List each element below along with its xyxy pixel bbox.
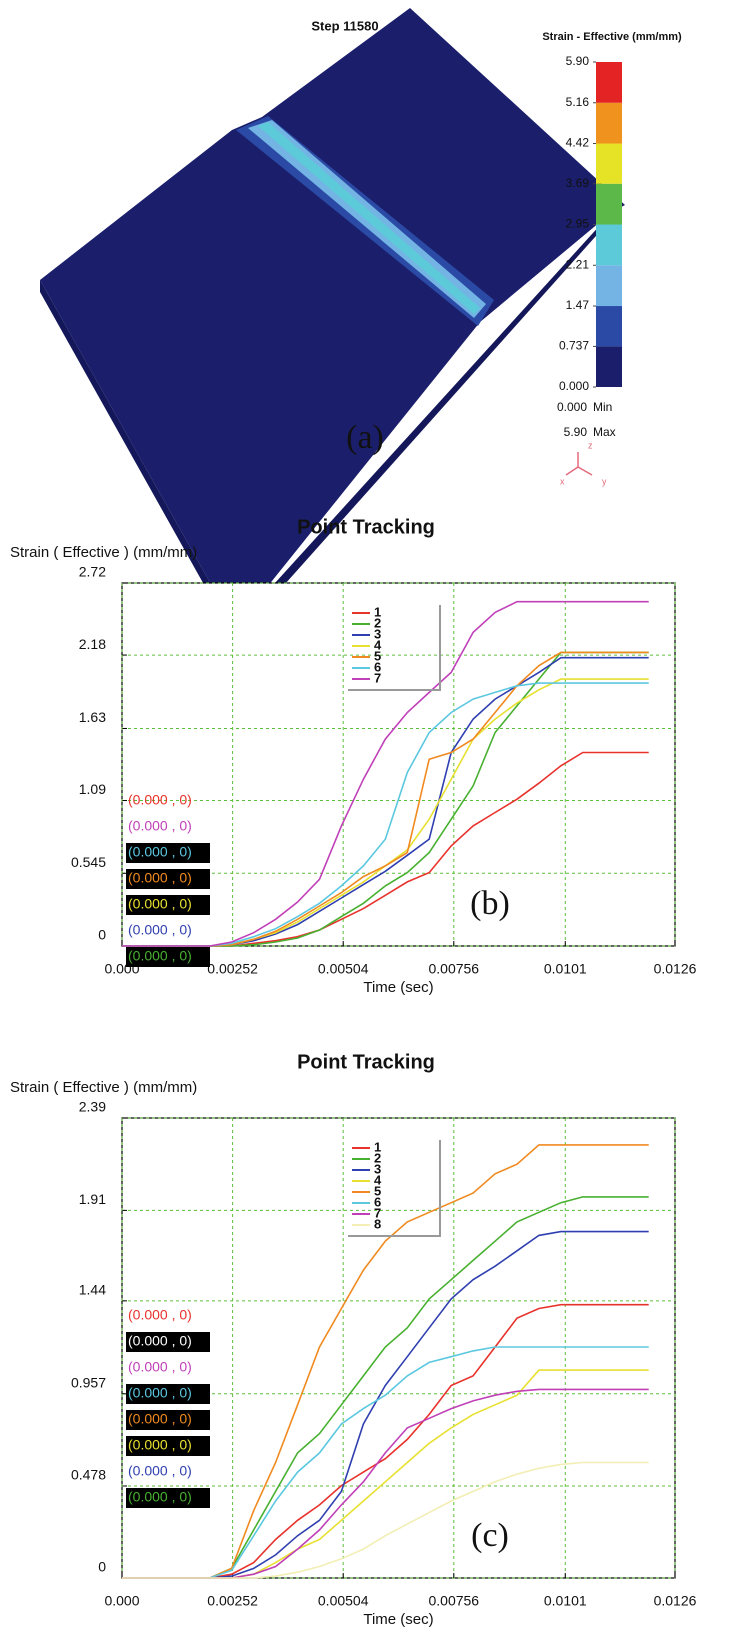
colorbar-tick-label: 5.16 xyxy=(566,95,590,109)
annotation: (0.000 , 0) xyxy=(128,1411,192,1427)
y-tick-label: 0.545 xyxy=(71,854,106,870)
legend-label: 7 xyxy=(374,670,381,685)
colorbar-tick-label: 0.000 xyxy=(559,379,589,393)
y-axis-label: Strain ( Effective ) (mm/mm) xyxy=(10,1079,197,1096)
panel-label: (a) xyxy=(346,419,384,456)
annotation: (0.000 , 0) xyxy=(128,1307,192,1323)
y-tick-label: 0.478 xyxy=(71,1467,106,1483)
annotation: (0.000 , 0) xyxy=(128,922,192,938)
y-tick-label: 0.957 xyxy=(71,1375,106,1391)
y-tick-label: 1.91 xyxy=(79,1191,106,1207)
y-axis-label: Strain ( Effective ) (mm/mm) xyxy=(10,544,197,561)
colorbar-tick-label: 0.737 xyxy=(559,339,589,353)
annotation: (0.000 , 0) xyxy=(128,1489,192,1505)
y-tick-label: 0 xyxy=(98,1559,106,1575)
annotation: (0.000 , 0) xyxy=(128,844,192,860)
chart-title: Point Tracking xyxy=(297,516,435,538)
annotation: (0.000 , 0) xyxy=(128,792,192,808)
colorbar-band xyxy=(596,346,622,387)
max-value: 5.90 xyxy=(564,425,588,439)
y-tick-label: 1.44 xyxy=(79,1282,106,1298)
triad-axis xyxy=(578,467,592,475)
panel-label: (c) xyxy=(471,1517,509,1554)
figure: Step 11580 Strain - Effective (mm/mm) 0.… xyxy=(0,0,732,1642)
min-text: Min xyxy=(593,400,612,414)
step-label: Step 11580 xyxy=(311,18,378,33)
colorbar-band xyxy=(596,62,622,103)
colorbar-band xyxy=(596,306,622,346)
y-tick-label: 1.63 xyxy=(79,709,106,725)
colorbar-band xyxy=(596,184,622,225)
annotation: (0.000 , 0) xyxy=(128,1359,192,1375)
annotation: (0.000 , 0) xyxy=(128,1385,192,1401)
y-tick-label: 2.39 xyxy=(79,1099,106,1115)
x-tick-label: 0.000 xyxy=(104,1593,139,1609)
annotation: (0.000 , 0) xyxy=(128,1333,192,1349)
annotation: (0.000 , 0) xyxy=(128,1437,192,1453)
triad-label: x xyxy=(560,476,565,486)
y-tick-label: 0 xyxy=(98,927,106,943)
x-tick-label: 0.0126 xyxy=(654,1593,697,1609)
colorbar-title: Strain - Effective (mm/mm) xyxy=(542,31,682,43)
panel-label: (b) xyxy=(470,885,510,922)
plot-area xyxy=(122,583,675,946)
colorbar-band xyxy=(596,103,622,144)
chart-title: Point Tracking xyxy=(297,1051,435,1073)
colorbar-tick-label: 1.47 xyxy=(566,298,590,312)
triad-label: z xyxy=(588,440,593,450)
triad-label: y xyxy=(602,476,607,486)
annotation: (0.000 , 0) xyxy=(128,896,192,912)
colorbar-tick-label: 5.90 xyxy=(566,54,590,68)
x-tick-label: 0.00252 xyxy=(207,1593,258,1609)
axis-triad: z x y xyxy=(560,440,607,486)
max-text: Max xyxy=(593,425,616,439)
x-tick-label: 0.00756 xyxy=(428,1593,479,1609)
triad-axis xyxy=(566,467,578,475)
chart: Point Tracking Strain ( Effective ) (mm/m… xyxy=(10,1051,697,1628)
colorbar-tick-label: 3.69 xyxy=(566,176,590,190)
colorbar-tick-label: 4.42 xyxy=(566,136,590,150)
colorbar-tick-label: 2.21 xyxy=(566,257,590,271)
x-tick-label: 0.00504 xyxy=(318,961,369,977)
legend-label: 8 xyxy=(374,1216,381,1231)
colorbar-band xyxy=(596,265,622,306)
x-axis-label: Time (sec) xyxy=(363,979,433,996)
x-axis-label: Time (sec) xyxy=(363,1611,433,1628)
x-tick-label: 0.00252 xyxy=(207,961,258,977)
y-tick-label: 2.72 xyxy=(79,564,106,580)
x-tick-label: 0.0126 xyxy=(654,961,697,977)
chart: Point Tracking Strain ( Effective ) (mm/m… xyxy=(10,516,697,996)
colorbar-band xyxy=(596,144,622,184)
x-tick-label: 0.00756 xyxy=(428,961,479,977)
annotation: (0.000 , 0) xyxy=(128,870,192,886)
annotation: (0.000 , 0) xyxy=(128,818,192,834)
y-tick-label: 2.18 xyxy=(79,636,106,652)
min-value: 0.000 xyxy=(557,400,587,414)
colorbar-band xyxy=(596,225,622,266)
annotation: (0.000 , 0) xyxy=(128,948,192,964)
x-tick-label: 0.0101 xyxy=(544,961,587,977)
y-tick-label: 1.09 xyxy=(79,781,106,797)
x-tick-label: 0.00504 xyxy=(318,1593,369,1609)
annotation: (0.000 , 0) xyxy=(128,1463,192,1479)
colorbar-tick-label: 2.95 xyxy=(566,217,590,231)
x-tick-label: 0.0101 xyxy=(544,1593,587,1609)
